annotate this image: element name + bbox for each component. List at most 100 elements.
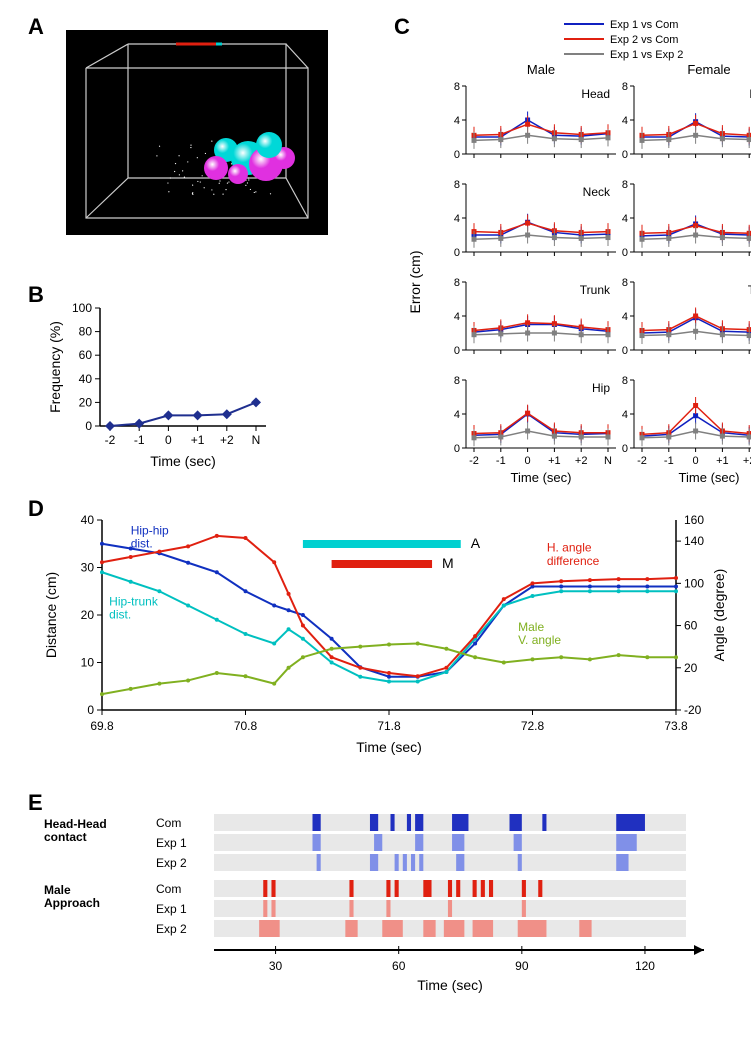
svg-text:+1: +1 (548, 455, 561, 467)
svg-text:+1: +1 (716, 455, 729, 467)
svg-text:+1: +1 (191, 433, 205, 447)
svg-text:Exp 2 vs Com: Exp 2 vs Com (610, 34, 678, 46)
svg-text:Female: Female (687, 62, 730, 77)
panel-label-a: A (28, 14, 44, 40)
svg-text:Exp 1: Exp 1 (156, 836, 187, 850)
svg-text:0: 0 (85, 419, 92, 433)
svg-text:Exp 1 vs Exp 2: Exp 1 vs Exp 2 (610, 49, 683, 61)
svg-text:0: 0 (622, 443, 628, 455)
svg-text:-2: -2 (637, 455, 647, 467)
svg-text:60: 60 (79, 348, 93, 362)
svg-text:Time (sec): Time (sec) (679, 470, 740, 485)
svg-text:60: 60 (684, 619, 698, 633)
svg-text:4: 4 (454, 409, 460, 421)
svg-text:Time (sec): Time (sec) (356, 739, 422, 755)
panel-label-b: B (28, 282, 44, 308)
svg-text:-1: -1 (134, 433, 145, 447)
svg-text:40: 40 (81, 513, 95, 527)
svg-text:MaleV. angle: MaleV. angle (518, 620, 561, 647)
svg-text:4: 4 (454, 213, 460, 225)
svg-text:Com: Com (156, 816, 181, 830)
svg-text:Com: Com (156, 882, 181, 896)
svg-text:Error (cm): Error (cm) (407, 251, 423, 314)
svg-text:8: 8 (622, 81, 628, 93)
svg-text:H. angledifference: H. angledifference (547, 541, 600, 568)
svg-text:60: 60 (392, 959, 406, 973)
svg-text:N: N (252, 433, 261, 447)
svg-text:8: 8 (454, 277, 460, 289)
svg-text:90: 90 (515, 959, 529, 973)
svg-text:Exp 1: Exp 1 (156, 902, 187, 916)
svg-text:0: 0 (622, 247, 628, 259)
svg-text:Exp 1 vs Com: Exp 1 vs Com (610, 19, 678, 31)
svg-text:Male: Male (527, 62, 555, 77)
svg-text:Trunk: Trunk (580, 283, 611, 297)
svg-text:0: 0 (454, 345, 460, 357)
svg-text:Hip-trunkdist.: Hip-trunkdist. (109, 595, 159, 622)
panel-e-raster: Head-Headcontact Com Exp 1 Exp 2 MaleApproac… (38, 808, 728, 1026)
svg-text:73.8: 73.8 (664, 719, 688, 733)
svg-text:8: 8 (454, 179, 460, 191)
svg-text:4: 4 (454, 115, 460, 127)
svg-text:Head-Headcontact: Head-Headcontact (44, 817, 107, 844)
svg-text:Hip: Hip (592, 381, 610, 395)
svg-text:100: 100 (72, 301, 92, 315)
svg-text:4: 4 (622, 409, 628, 421)
svg-text:40: 40 (79, 372, 93, 386)
svg-text:Angle (degree): Angle (degree) (711, 569, 727, 662)
svg-text:4: 4 (622, 213, 628, 225)
svg-text:80: 80 (79, 325, 93, 339)
svg-text:30: 30 (269, 959, 283, 973)
svg-text:+2: +2 (220, 433, 234, 447)
svg-text:0: 0 (165, 433, 172, 447)
svg-text:+2: +2 (575, 455, 588, 467)
panel-c-grid: Exp 1 vs Com Exp 2 vs Com Exp 1 vs Exp 2 Ma… (394, 16, 744, 488)
svg-text:8: 8 (454, 375, 460, 387)
svg-text:0: 0 (454, 247, 460, 259)
svg-text:4: 4 (454, 311, 460, 323)
svg-text:20: 20 (79, 395, 93, 409)
svg-text:Time (sec): Time (sec) (511, 470, 572, 485)
svg-text:N: N (604, 455, 612, 467)
svg-text:140: 140 (684, 534, 704, 548)
svg-text:A: A (471, 535, 481, 551)
panel-a (66, 30, 328, 235)
svg-text:M: M (442, 555, 454, 571)
svg-text:0: 0 (454, 149, 460, 161)
svg-text:0: 0 (622, 149, 628, 161)
svg-text:Time (sec): Time (sec) (150, 453, 216, 469)
svg-text:-1: -1 (496, 455, 506, 467)
svg-text:72.8: 72.8 (521, 719, 545, 733)
svg-text:Neck: Neck (583, 185, 611, 199)
svg-text:Hip-hipdist.: Hip-hipdist. (131, 523, 169, 550)
svg-text:20: 20 (81, 608, 95, 622)
svg-text:Time (sec): Time (sec) (417, 977, 483, 993)
svg-text:MaleApproach: MaleApproach (44, 883, 100, 910)
svg-text:0: 0 (87, 703, 94, 717)
svg-text:30: 30 (81, 561, 95, 575)
svg-text:4: 4 (622, 115, 628, 127)
svg-text:8: 8 (622, 277, 628, 289)
svg-text:Exp 2: Exp 2 (156, 856, 187, 870)
svg-text:8: 8 (622, 179, 628, 191)
svg-text:-1: -1 (664, 455, 674, 467)
panel-b-chart: 0 20 40 60 80 100 -2 -1 0 +1 +2 N Frequency (%) Time … (44, 300, 304, 475)
panel-d-chart: 010203040-20206010014016069.870.871.872.… (40, 510, 730, 770)
svg-text:0: 0 (693, 455, 699, 467)
svg-text:71.8: 71.8 (377, 719, 401, 733)
svg-text:70.8: 70.8 (234, 719, 258, 733)
svg-text:100: 100 (684, 576, 704, 590)
svg-text:0: 0 (622, 345, 628, 357)
svg-text:Head: Head (581, 87, 610, 101)
svg-text:160: 160 (684, 513, 704, 527)
svg-text:-2: -2 (105, 433, 116, 447)
svg-text:4: 4 (622, 311, 628, 323)
svg-text:Exp 2: Exp 2 (156, 922, 187, 936)
svg-text:8: 8 (454, 81, 460, 93)
svg-text:Frequency (%): Frequency (%) (47, 321, 63, 413)
svg-text:+2: +2 (743, 455, 751, 467)
svg-text:10: 10 (81, 656, 95, 670)
svg-text:0: 0 (525, 455, 531, 467)
svg-text:Distance (cm): Distance (cm) (43, 572, 59, 658)
svg-text:20: 20 (684, 661, 698, 675)
